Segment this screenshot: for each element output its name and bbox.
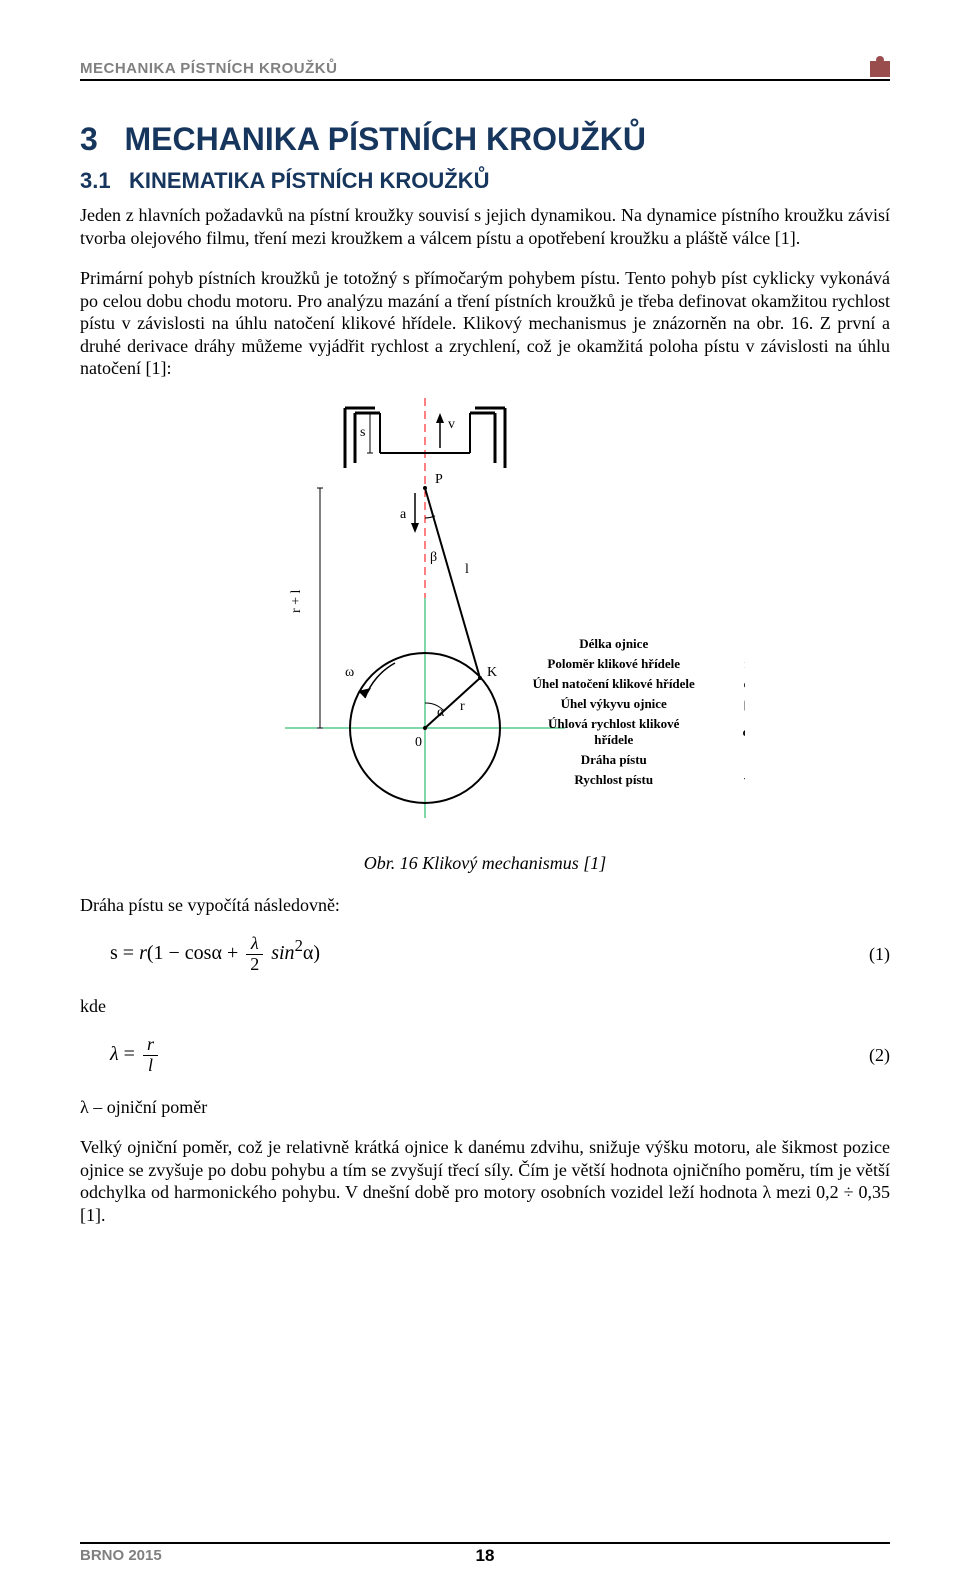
fig-label-v: v — [448, 417, 455, 432]
fig-label-K: K — [487, 665, 497, 680]
fig-label-omega: ω — [345, 665, 354, 680]
section-number: 3.1 — [80, 168, 111, 193]
section-title: KINEMATIKA PÍSTNÍCH KROUŽKŮ — [129, 168, 490, 193]
chapter-number: 3 — [80, 121, 98, 157]
figure-legend: Délka ojnicel Poloměr klikové hřídeler Ú… — [525, 633, 745, 793]
equation-1-number: (1) — [869, 944, 890, 965]
header-logo-icon — [870, 61, 890, 77]
figure-16: s v P a β l r + l ω K α r 0 Délka ojnice… — [80, 398, 890, 823]
fig-label-P: P — [435, 472, 443, 487]
paragraph-1: Jeden z hlavních požadavků na pístní kro… — [80, 204, 890, 249]
paragraph-lambda: λ – ojniční poměr — [80, 1096, 890, 1119]
equation-1-body: s = r(1 − cosα + λ2 sin2α) — [110, 934, 320, 975]
fig-label-r: r — [460, 699, 465, 714]
fig-label-zero: 0 — [415, 735, 422, 750]
figure-caption: Obr. 16 Klikový mechanismus [1] — [80, 853, 890, 874]
paragraph-2: Primární pohyb pístních kroužků je totož… — [80, 267, 890, 380]
fig-label-s: s — [360, 425, 365, 440]
section-heading: 3.1 KINEMATIKA PÍSTNÍCH KROUŽKŮ — [80, 168, 890, 194]
footer-page-number: 18 — [476, 1546, 495, 1566]
chapter-heading: 3 MECHANIKA PÍSTNÍCH KROUŽKŮ — [80, 121, 890, 158]
fig-label-beta: β — [430, 550, 437, 565]
chapter-title: MECHANIKA PÍSTNÍCH KROUŽKŮ — [124, 121, 645, 157]
footer-text: BRNO 2015 — [80, 1547, 162, 1564]
crank-mechanism-diagram-icon: s v P a β l r + l ω K α r 0 Délka ojnice… — [225, 398, 745, 818]
fig-label-a: a — [400, 507, 407, 522]
fig-label-alpha: α — [437, 705, 445, 720]
running-title: MECHANIKA PÍSTNÍCH KROUŽKŮ — [80, 60, 337, 77]
equation-2-number: (2) — [869, 1045, 890, 1066]
equation-2-body: λ = rl — [110, 1035, 161, 1076]
paragraph-3: Dráha pístu se vypočítá následovně: — [80, 894, 890, 917]
paragraph-6: Velký ojniční poměr, což je relativně kr… — [80, 1136, 890, 1226]
equation-2: λ = rl (2) — [110, 1035, 890, 1076]
equation-1: s = r(1 − cosα + λ2 sin2α) (1) — [110, 934, 890, 975]
fig-label-l: l — [465, 562, 469, 577]
paragraph-kde: kde — [80, 995, 890, 1018]
running-header: MECHANIKA PÍSTNÍCH KROUŽKŮ — [80, 60, 890, 81]
fig-label-rplusl: r + l — [289, 589, 304, 613]
page-footer: BRNO 2015 18 — [80, 1542, 890, 1564]
